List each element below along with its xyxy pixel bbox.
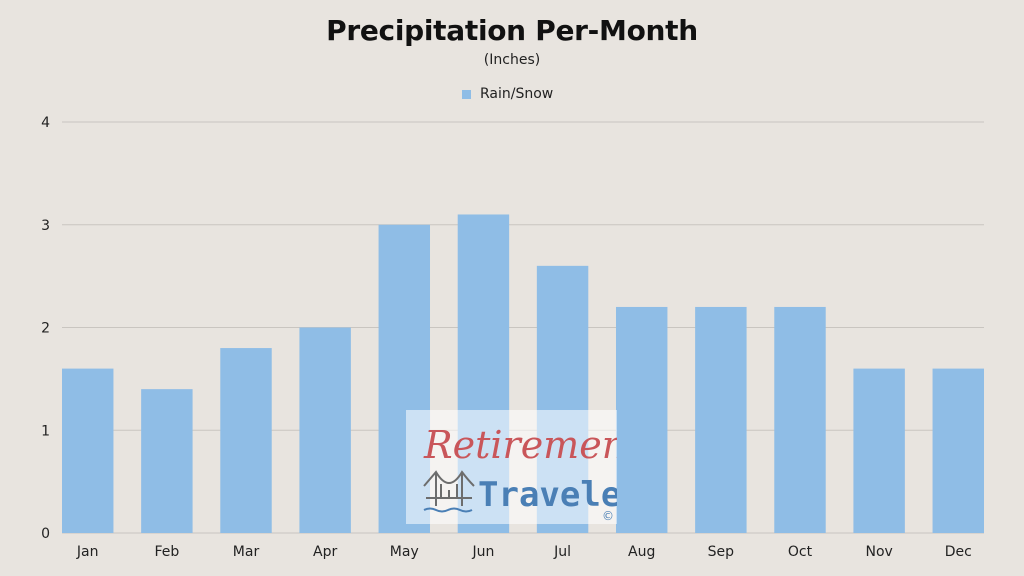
x-tick-label: Jun bbox=[471, 544, 494, 560]
y-axis-ticks: 0 1 2 3 4 bbox=[41, 115, 50, 542]
chart-legend: Rain/Snow bbox=[462, 86, 553, 102]
chart-subtitle: (Inches) bbox=[483, 52, 541, 68]
x-tick-label: Feb bbox=[154, 544, 179, 560]
y-tick-label: 4 bbox=[41, 115, 50, 131]
bridge-icon bbox=[423, 470, 475, 513]
x-tick-label: Oct bbox=[788, 544, 813, 560]
watermark-graphic: Retirement Travelers © bbox=[423, 423, 662, 523]
watermark-line2: Travelers bbox=[478, 475, 617, 515]
bar-aug bbox=[615, 306, 668, 533]
bar-jan bbox=[62, 368, 114, 533]
x-tick-label: Mar bbox=[233, 544, 260, 560]
watermark-copyright: © bbox=[602, 509, 614, 523]
bar-sep bbox=[695, 306, 747, 533]
x-tick-label: Jan bbox=[76, 544, 99, 560]
bar-oct bbox=[774, 306, 826, 533]
x-tick-label: Apr bbox=[313, 544, 337, 560]
y-tick-label: 2 bbox=[41, 321, 50, 337]
bar-feb bbox=[141, 389, 193, 533]
legend-swatch bbox=[462, 89, 471, 99]
x-tick-label: Sep bbox=[708, 544, 735, 560]
watermark-line1: Retirement bbox=[423, 423, 617, 467]
x-tick-label: Jul bbox=[553, 544, 571, 560]
x-tick-label: Aug bbox=[628, 544, 655, 560]
bar-dec bbox=[932, 368, 984, 533]
bar-apr bbox=[299, 327, 351, 533]
grid-layer bbox=[62, 121, 984, 534]
legend-label: Rain/Snow bbox=[480, 86, 554, 102]
x-tick-label: Nov bbox=[865, 544, 892, 560]
y-tick-label: 0 bbox=[41, 526, 50, 542]
y-tick-label: 1 bbox=[41, 423, 50, 439]
bars bbox=[62, 214, 984, 533]
chart-title: Precipitation Per-Month bbox=[326, 14, 698, 47]
bar-mar bbox=[220, 348, 272, 533]
x-tick-label: Dec bbox=[945, 544, 972, 560]
watermark-logo: Retirement Travelers © bbox=[406, 410, 662, 524]
y-tick-label: 3 bbox=[41, 218, 50, 234]
x-axis-ticks: Jan Feb Mar Apr May Jun Jul Aug Sep Oct Nov Dec bbox=[76, 544, 972, 560]
x-tick-label: May bbox=[390, 544, 419, 560]
bar-nov bbox=[853, 368, 905, 533]
